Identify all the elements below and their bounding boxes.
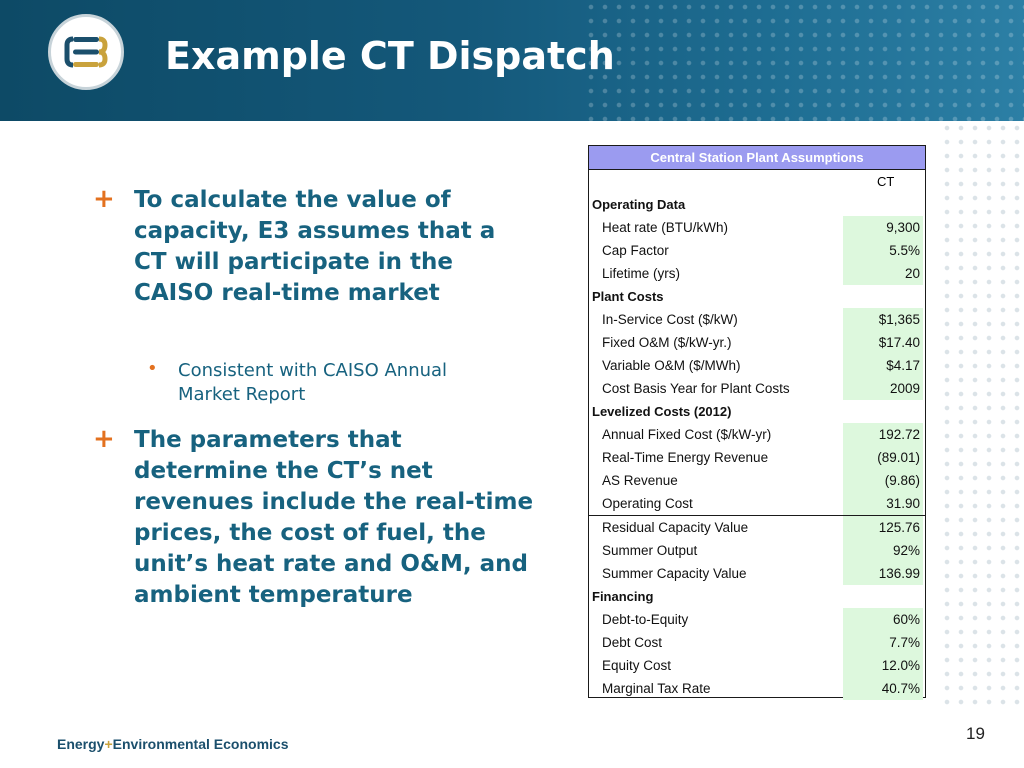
- row-value: 92%: [843, 539, 923, 562]
- row-value: $17.40: [843, 331, 923, 354]
- table-body: Operating Data Heat rate (BTU/kWh) 9,300 Ca…: [589, 193, 925, 700]
- row-label: Variable O&M ($/MWh): [602, 358, 741, 373]
- row-value: 125.76: [843, 516, 923, 539]
- row-value: 60%: [843, 608, 923, 631]
- header-dot-pattern: [584, 0, 1024, 121]
- row-label: Fixed O&M ($/kW-yr.): [602, 335, 732, 350]
- row-value: 9,300: [843, 216, 923, 239]
- row-label: Residual Capacity Value: [602, 520, 749, 535]
- table-row: Operating Cost 31.90: [589, 492, 925, 515]
- table-row: Annual Fixed Cost ($/kW-yr) 192.72: [589, 423, 925, 446]
- footer-logo-left: Energy: [57, 736, 105, 752]
- e3-logo-icon: [64, 36, 108, 68]
- table-row: Variable O&M ($/MWh) $4.17: [589, 354, 925, 377]
- row-value: 20: [843, 262, 923, 285]
- row-value: 40.7%: [843, 677, 923, 700]
- row-label: Operating Cost: [602, 496, 693, 511]
- row-value: 2009: [843, 377, 923, 400]
- sub-bullet-text: Consistent with CAISO Annual Market Repo…: [178, 360, 448, 405]
- row-label: Debt Cost: [602, 635, 663, 650]
- row-value: $1,365: [843, 308, 923, 331]
- row-label: Equity Cost: [602, 658, 672, 673]
- table-row: Summer Output 92%: [589, 539, 925, 562]
- row-value: (9.86): [843, 469, 923, 492]
- column-header: CT: [589, 170, 925, 193]
- table-section-row: Levelized Costs (2012): [589, 400, 925, 423]
- table-row: Residual Capacity Value 125.76: [589, 515, 925, 539]
- row-label: Lifetime (yrs): [602, 266, 681, 281]
- table-row: Equity Cost 12.0%: [589, 654, 925, 677]
- footer-logo-plus: +: [104, 736, 113, 752]
- row-value: 31.90: [843, 492, 923, 515]
- row-value: 5.5%: [843, 239, 923, 262]
- row-label: Cap Factor: [602, 243, 669, 258]
- row-label: Marginal Tax Rate: [602, 681, 711, 696]
- row-label: In-Service Cost ($/kW): [602, 312, 738, 327]
- bullet-text: The parameters that determine the CT’s n…: [134, 427, 534, 608]
- table-row: Summer Capacity Value 136.99: [589, 562, 925, 585]
- section-label: Operating Data: [592, 197, 686, 212]
- table-section-row: Financing: [589, 585, 925, 608]
- table-section-row: Operating Data: [589, 193, 925, 216]
- side-dot-pattern: [940, 121, 1024, 711]
- table-row: Marginal Tax Rate 40.7%: [589, 677, 925, 700]
- page-number: 19: [966, 724, 985, 743]
- table-row: In-Service Cost ($/kW) $1,365: [589, 308, 925, 331]
- row-label: Heat rate (BTU/kWh): [602, 220, 729, 235]
- row-label: AS Revenue: [602, 473, 678, 488]
- row-value: 12.0%: [843, 654, 923, 677]
- row-label: Summer Capacity Value: [602, 566, 747, 581]
- table-row: Debt-to-Equity 60%: [589, 608, 925, 631]
- table-section-row: Plant Costs: [589, 285, 925, 308]
- e3-logo: [48, 14, 124, 90]
- sub-bullet-marker: •: [147, 358, 158, 379]
- table-row: Lifetime (yrs) 20: [589, 262, 925, 285]
- row-label: Debt-to-Equity: [602, 612, 689, 627]
- table-row: Real-Time Energy Revenue (89.01): [589, 446, 925, 469]
- footer-logo: Energy+Environmental Economics: [57, 736, 288, 752]
- column-header-label: CT: [877, 174, 895, 189]
- table-header: Central Station Plant Assumptions: [589, 146, 925, 170]
- table-row: Heat rate (BTU/kWh) 9,300: [589, 216, 925, 239]
- row-value: 192.72: [843, 423, 923, 446]
- table-row: Cost Basis Year for Plant Costs 2009: [589, 377, 925, 400]
- section-label: Financing: [592, 589, 654, 604]
- bullet-text: To calculate the value of capacity, E3 a…: [134, 187, 496, 306]
- row-label: Real-Time Energy Revenue: [602, 450, 769, 465]
- row-value: (89.01): [843, 446, 923, 469]
- section-label: Plant Costs: [592, 289, 664, 304]
- table-row: Fixed O&M ($/kW-yr.) $17.40: [589, 331, 925, 354]
- footer-logo-right: Environmental Economics: [112, 736, 289, 752]
- table-row: Cap Factor 5.5%: [589, 239, 925, 262]
- bullet-marker: +: [93, 184, 115, 214]
- table-row: Debt Cost 7.7%: [589, 631, 925, 654]
- row-label: Summer Output: [602, 543, 698, 558]
- row-label: Annual Fixed Cost ($/kW-yr): [602, 427, 772, 442]
- row-value: 7.7%: [843, 631, 923, 654]
- bullet-marker: +: [93, 424, 115, 454]
- section-label: Levelized Costs (2012): [592, 404, 732, 419]
- row-value: $4.17: [843, 354, 923, 377]
- slide-title: Example CT Dispatch: [165, 34, 615, 78]
- row-value: 136.99: [843, 562, 923, 585]
- title-bar: Example CT Dispatch: [0, 0, 1024, 121]
- table-row: AS Revenue (9.86): [589, 469, 925, 492]
- row-label: Cost Basis Year for Plant Costs: [602, 381, 790, 396]
- plant-assumptions-table: Central Station Plant Assumptions CT Ope…: [588, 145, 926, 700]
